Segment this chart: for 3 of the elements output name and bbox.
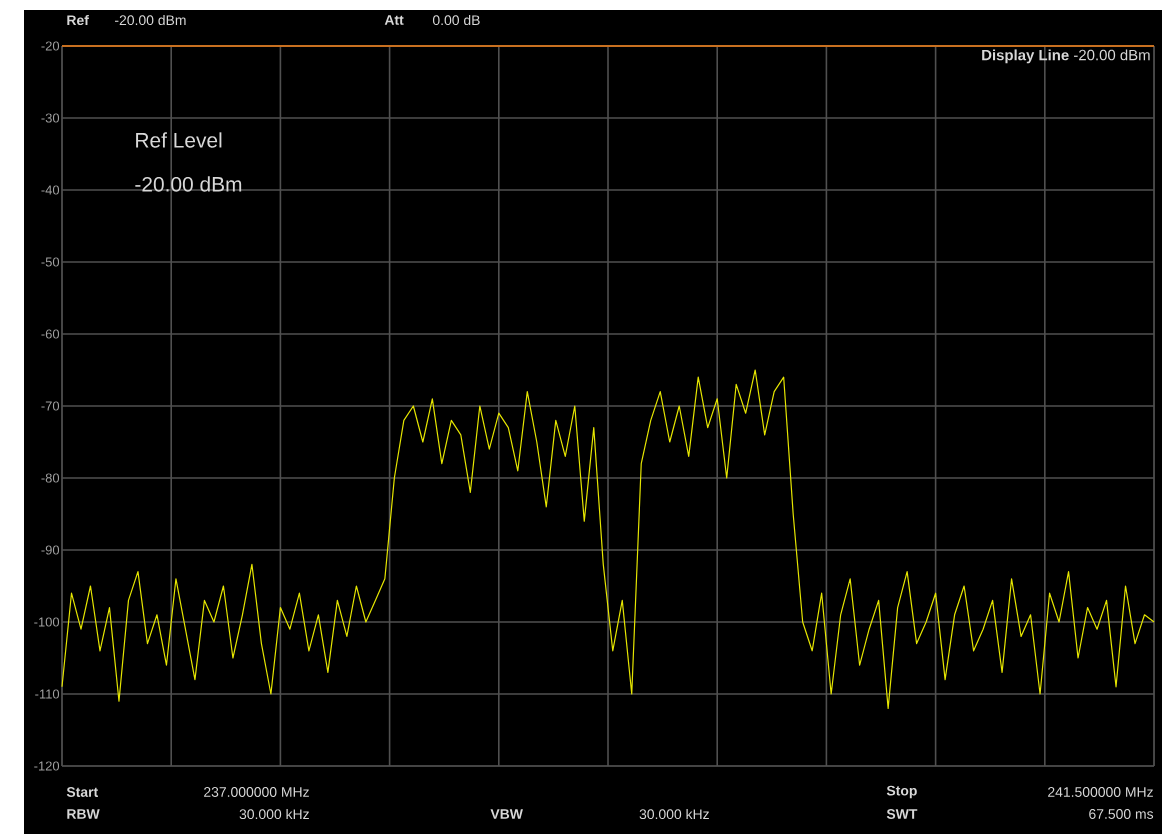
annotation: -20.00 dBm — [135, 176, 242, 192]
annotation: Ref Level — [136, 132, 222, 148]
line-series — [61, 369, 1155, 709]
